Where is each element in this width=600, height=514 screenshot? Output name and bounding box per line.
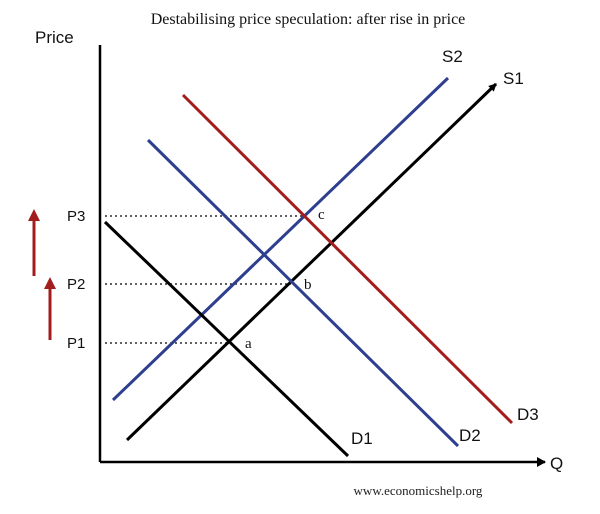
curve-label-s2: S2: [442, 47, 463, 66]
diagram-title: Destabilising price speculation: after r…: [151, 11, 466, 28]
y-axis-label: Price: [35, 28, 74, 47]
source-footer: www.economicshelp.org: [354, 483, 483, 498]
curve-label-d3: D3: [517, 405, 539, 424]
point-label-b: b: [304, 277, 312, 293]
point-label-a: a: [245, 336, 252, 352]
point-label-c: c: [318, 207, 325, 223]
price-label-p1: P1: [67, 335, 85, 352]
price-label-p2: P2: [67, 276, 85, 293]
curve-d3: [181, 93, 514, 425]
curve-s1: [125, 82, 498, 442]
curve-label-d1: D1: [351, 429, 373, 448]
curve-d1: [103, 220, 350, 458]
x-axis-label: Q: [550, 454, 563, 473]
curve-label-s1: S1: [503, 69, 524, 88]
price-label-p3: P3: [67, 208, 85, 225]
curve-label-d2: D2: [459, 426, 481, 445]
curve-d2: [146, 138, 460, 448]
curve-s2: [111, 76, 450, 402]
